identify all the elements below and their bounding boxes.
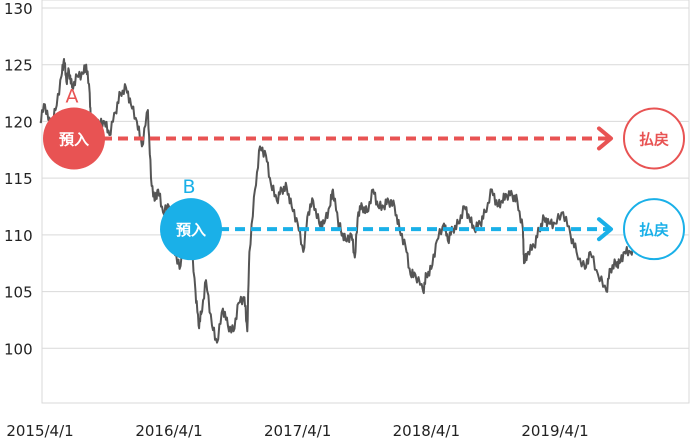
x-tick-label: 2018/4/1 [393,422,460,440]
deposit-bubble-label: 預入 [59,130,89,148]
series-line [39,58,646,344]
price-series [39,58,646,344]
y-tick-label: 130 [4,0,33,18]
x-tick-label: 2019/4/1 [521,422,588,440]
deposit-bubble-label: 預入 [176,221,206,239]
x-tick-label: 2017/4/1 [264,422,331,440]
y-tick-label: 110 [4,227,33,245]
x-tick-label: 2016/4/1 [135,422,202,440]
y-tick-label: 120 [4,113,33,131]
plot-frame [41,0,690,404]
arrow-head [597,217,613,242]
y-axis-ticks: 100 105 110 115 120 125 130 [4,0,33,358]
marker-letter: B [182,176,195,198]
gridlines [42,7,689,349]
y-tick-label: 100 [4,340,33,358]
y-tick-label: 105 [4,284,33,302]
deposit-bubble [160,198,223,261]
deposit-bubble [43,107,105,170]
arrow-head [597,126,613,151]
x-tick-label: 2015/4/1 [6,422,73,440]
withdraw-bubble [623,198,685,261]
marker-letter: A [66,85,79,107]
withdraw-bubble [623,107,685,170]
withdraw-bubble-label: 払戻 [639,130,669,148]
withdraw-bubble-label: 払戻 [639,221,669,239]
y-tick-label: 115 [4,170,33,188]
x-axis-ticks: 2015/4/1 2016/4/1 2017/4/1 2018/4/1 2019/4/1 [6,422,588,440]
y-tick-label: 125 [4,57,33,75]
